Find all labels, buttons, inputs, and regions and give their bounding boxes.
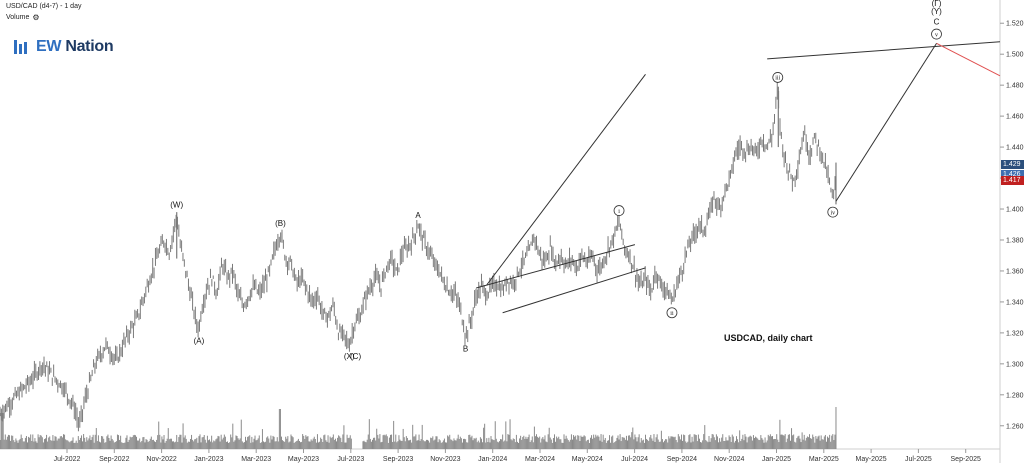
wave-label: (W) — [170, 200, 183, 209]
y-tick-label: 1.480 — [1006, 83, 1024, 90]
volume-label: Volume — [6, 14, 30, 21]
wave-label: C — [934, 18, 940, 27]
y-tick-label: 1.360 — [1006, 268, 1024, 275]
volume-bars — [0, 407, 837, 449]
wave-label-circle — [931, 28, 942, 40]
wave-label: iv — [830, 210, 835, 216]
x-axis: Jul-2022 Sep-2022 Nov-2022 Jan-2023 Mar-2023… — [54, 449, 981, 463]
wave-label: v — [935, 32, 938, 38]
y-tick-label: 1.340 — [1006, 299, 1024, 306]
gear-icon[interactable]: ⚙ — [32, 13, 40, 22]
x-tick-label: Sep-2025 — [951, 456, 981, 463]
logo-suffix: Nation — [61, 38, 114, 55]
x-tick-label: Nov-2022 — [146, 456, 176, 463]
logo-mark-icon — [14, 40, 34, 54]
x-tick-label: Jan-2023 — [194, 456, 223, 463]
price-tag: 1.417 — [1001, 175, 1024, 185]
x-tick-label: Nov-2023 — [430, 456, 460, 463]
logo: EW Nation — [14, 36, 114, 58]
wave-label-circle — [666, 307, 678, 319]
price-tag: 1.429 — [1001, 159, 1024, 169]
logo-text: EW Nation — [36, 38, 114, 56]
wave-label: (B) — [275, 219, 286, 228]
trend-lines — [476, 41, 1001, 314]
x-tick-label: May-2025 — [856, 456, 887, 463]
x-tick-label: Jan-2025 — [762, 456, 791, 463]
x-tick-label: Sep-2022 — [99, 456, 129, 463]
volume-header: Volume ⚙ — [6, 13, 40, 22]
y-tick-label: 1.280 — [1006, 392, 1024, 399]
trend-line — [936, 42, 1001, 77]
wave-label: i — [618, 209, 620, 215]
x-tick-label: Jan-2024 — [478, 456, 507, 463]
trend-line — [502, 267, 646, 314]
y-tick-label: 1.460 — [1006, 114, 1024, 121]
x-tick-label: Jul-2022 — [54, 456, 81, 463]
price-tag: 1.426 — [1001, 169, 1024, 179]
wave-label: (Γ) — [932, 0, 942, 8]
wave-label-circle — [827, 206, 839, 218]
x-tick-label: Jul-2023 — [337, 456, 364, 463]
wave-label: ii — [670, 311, 674, 317]
chart-title: USD/CAD (d4-7) - 1 day — [6, 3, 82, 10]
y-tick-label: 1.380 — [1006, 237, 1024, 244]
wave-label: iii — [775, 76, 780, 82]
y-tick-label: 1.320 — [1006, 330, 1024, 337]
wave-label: B — [463, 344, 468, 353]
trend-line — [835, 43, 937, 202]
wave-label-circle — [772, 72, 784, 83]
wave-label: (X) — [344, 352, 355, 361]
x-tick-label: Sep-2024 — [667, 456, 697, 463]
x-tick-label: Mar-2024 — [525, 456, 555, 463]
x-tick-label: May-2023 — [288, 456, 319, 463]
y-tick-label: 1.520 — [1006, 21, 1024, 28]
wave-label-circle — [613, 205, 625, 216]
y-tick-label: 1.500 — [1006, 52, 1024, 59]
y-tick-label: 1.260 — [1006, 423, 1024, 430]
y-tick-label: 1.440 — [1006, 145, 1024, 152]
y-tick-label: 1.300 — [1006, 361, 1024, 368]
wave-label: (A) — [194, 337, 205, 346]
wave-label: (C) — [350, 352, 361, 361]
x-tick-label: May-2024 — [572, 456, 603, 463]
x-tick-label: Mar-2023 — [241, 456, 271, 463]
wave-label: A — [415, 211, 421, 220]
trend-line — [767, 41, 1001, 60]
wave-label: (Y) — [931, 7, 942, 16]
trend-line — [486, 74, 646, 286]
price-series — [0, 81, 837, 432]
logo-prefix: EW — [36, 38, 62, 55]
chart-annotation: USDCAD, daily chart — [724, 333, 813, 343]
y-tick-label: 1.400 — [1006, 207, 1024, 214]
trend-line — [476, 244, 636, 289]
x-tick-label: Sep-2023 — [383, 456, 413, 463]
x-tick-label: Jul-2025 — [905, 456, 932, 463]
x-tick-label: Jul-2024 — [621, 456, 648, 463]
x-tick-label: Mar-2025 — [809, 456, 839, 463]
x-tick-label: Nov-2024 — [714, 456, 744, 463]
